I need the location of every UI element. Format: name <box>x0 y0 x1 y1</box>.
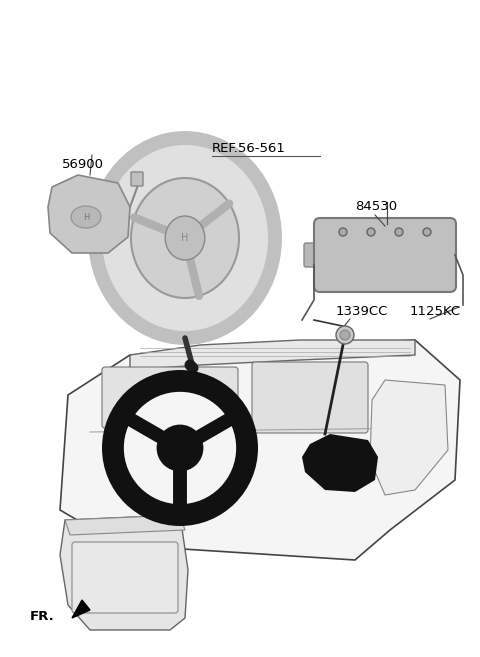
Polygon shape <box>60 340 460 560</box>
Circle shape <box>339 228 347 236</box>
Circle shape <box>423 228 431 236</box>
Circle shape <box>395 228 403 236</box>
Ellipse shape <box>71 206 101 228</box>
Ellipse shape <box>165 216 205 260</box>
Text: REF.56-561: REF.56-561 <box>212 142 286 155</box>
Circle shape <box>336 326 354 344</box>
Text: H: H <box>181 233 189 243</box>
FancyBboxPatch shape <box>102 367 238 428</box>
Polygon shape <box>60 515 188 630</box>
Circle shape <box>156 424 204 472</box>
FancyBboxPatch shape <box>252 362 368 433</box>
Text: 84530: 84530 <box>355 200 397 213</box>
Polygon shape <box>48 175 130 253</box>
Polygon shape <box>370 380 448 495</box>
Circle shape <box>367 228 375 236</box>
Ellipse shape <box>131 178 239 298</box>
Polygon shape <box>72 600 90 618</box>
FancyBboxPatch shape <box>131 172 143 186</box>
Text: FR.: FR. <box>30 610 55 623</box>
Text: H: H <box>83 212 89 221</box>
FancyBboxPatch shape <box>72 542 178 613</box>
Text: 56900: 56900 <box>62 158 104 171</box>
FancyBboxPatch shape <box>304 243 324 267</box>
Polygon shape <box>302 434 378 492</box>
Polygon shape <box>65 515 185 535</box>
Circle shape <box>340 330 350 340</box>
Text: 1339CC: 1339CC <box>336 305 388 318</box>
Circle shape <box>102 370 258 526</box>
Polygon shape <box>130 340 415 370</box>
FancyBboxPatch shape <box>314 218 456 292</box>
Ellipse shape <box>95 138 275 338</box>
Circle shape <box>124 392 236 504</box>
Text: 1125KC: 1125KC <box>410 305 461 318</box>
